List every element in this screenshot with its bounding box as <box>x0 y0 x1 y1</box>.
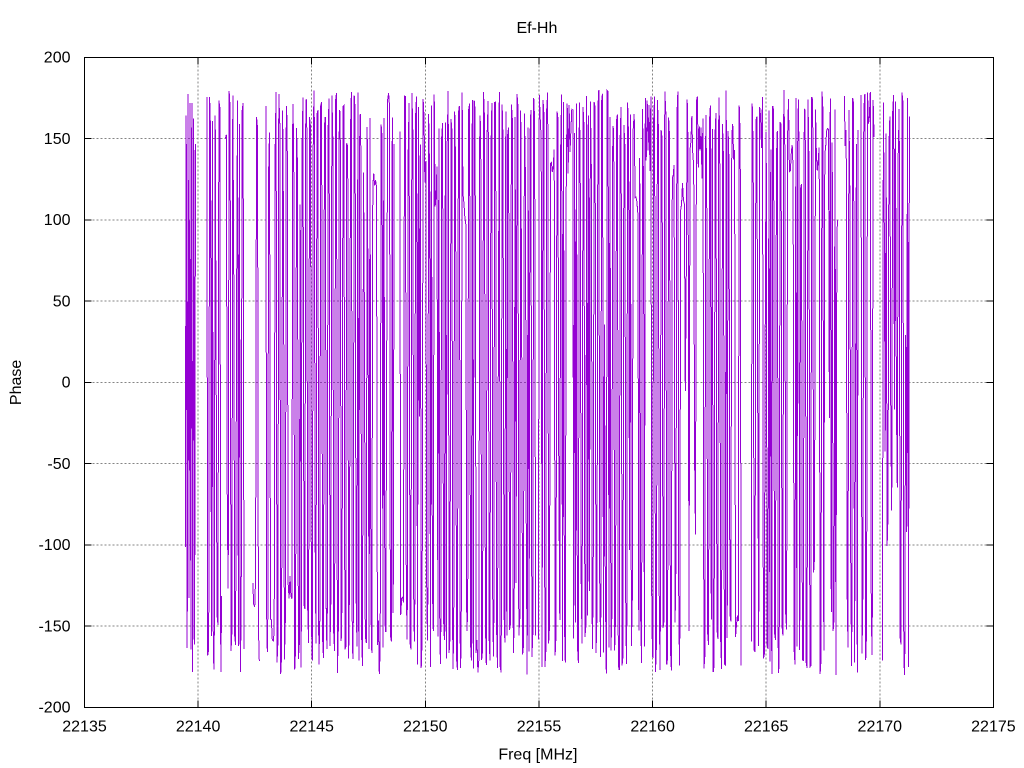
svg-text:22170: 22170 <box>858 719 903 736</box>
svg-text:150: 150 <box>44 131 71 148</box>
svg-text:100: 100 <box>44 212 71 229</box>
svg-text:22140: 22140 <box>176 719 221 736</box>
svg-text:Ef-Hh: Ef-Hh <box>516 20 557 37</box>
svg-text:200: 200 <box>44 50 71 67</box>
svg-text:22150: 22150 <box>403 719 448 736</box>
svg-text:22165: 22165 <box>744 719 789 736</box>
svg-text:Phase: Phase <box>8 360 25 405</box>
svg-text:22135: 22135 <box>62 719 107 736</box>
svg-text:22155: 22155 <box>517 719 562 736</box>
svg-text:22160: 22160 <box>630 719 675 736</box>
svg-text:-200: -200 <box>38 700 70 717</box>
svg-text:0: 0 <box>62 375 71 392</box>
svg-text:22145: 22145 <box>289 719 334 736</box>
svg-text:22175: 22175 <box>971 719 1016 736</box>
svg-text:-150: -150 <box>38 618 70 635</box>
svg-text:-50: -50 <box>47 456 70 473</box>
svg-text:-100: -100 <box>38 537 70 554</box>
svg-text:50: 50 <box>53 293 71 310</box>
svg-text:Freq [MHz]: Freq [MHz] <box>498 747 577 764</box>
